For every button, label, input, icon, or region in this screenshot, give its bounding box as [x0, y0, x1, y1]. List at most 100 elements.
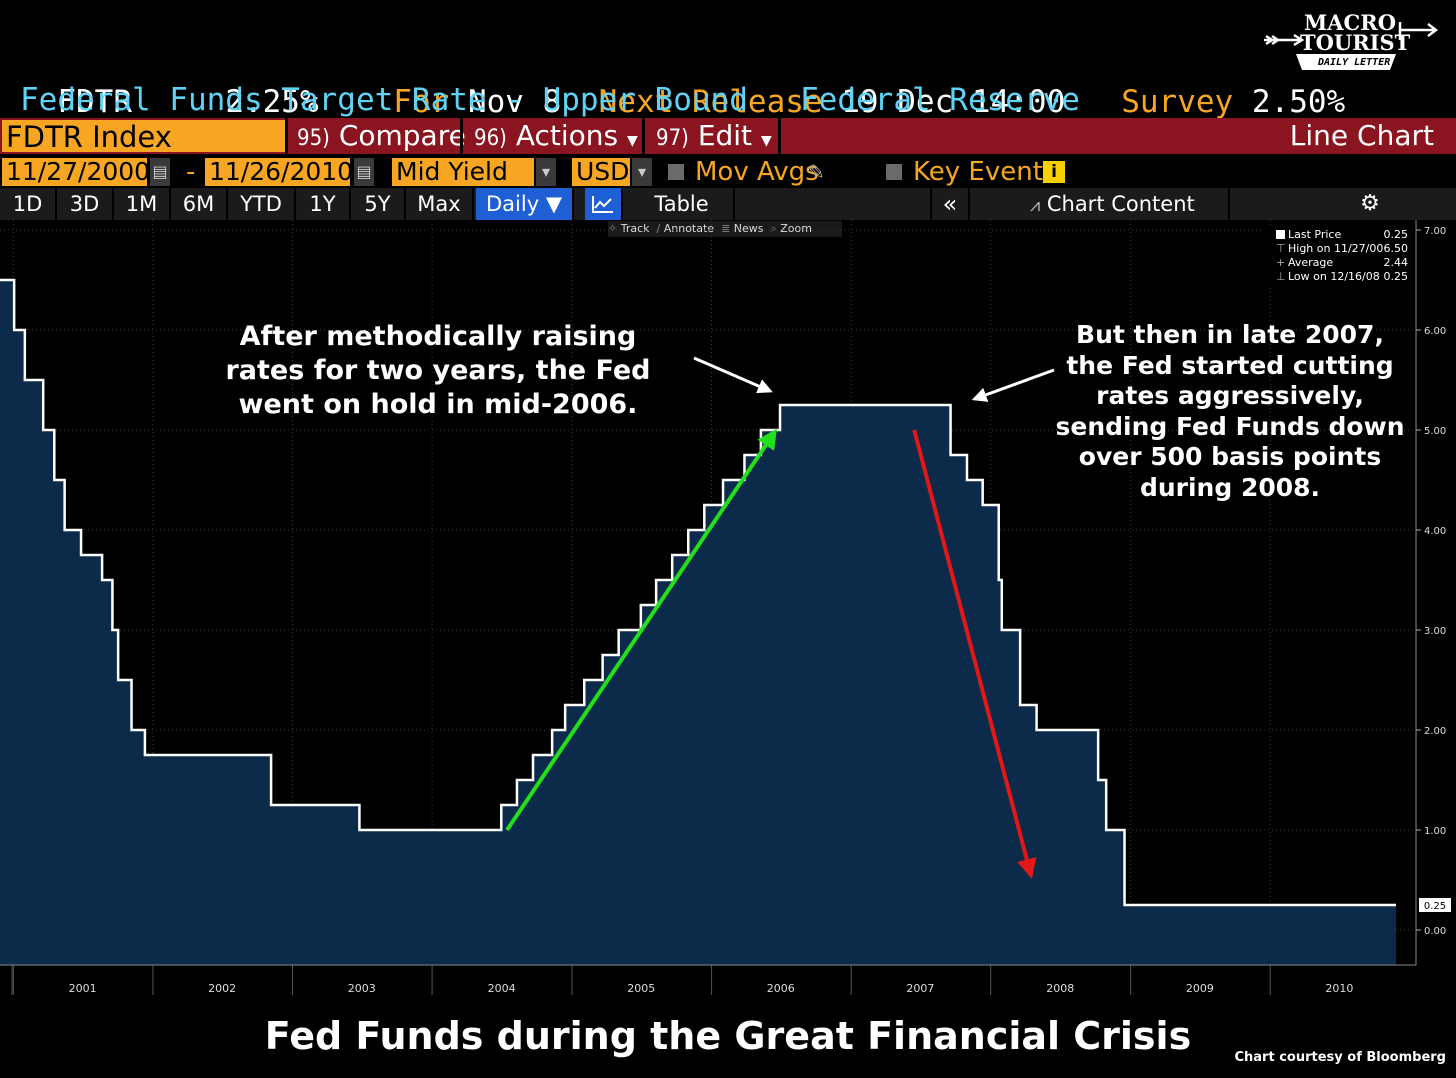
y-tick-label: 1.00: [1424, 826, 1446, 837]
description-line: Federal Funds Target Rate - Upper Bound …: [20, 82, 1080, 118]
annotation-line: rates aggressively,: [1096, 381, 1364, 410]
legend-row-average: + Average 2.44: [1264, 256, 1412, 270]
security-source: Federal Reserve: [800, 82, 1080, 118]
table-button[interactable]: Table: [630, 188, 735, 220]
y-tick-label: 2.00: [1424, 726, 1446, 737]
y-tick-label: 6.00: [1424, 326, 1446, 337]
edit-label: Edit: [697, 119, 753, 152]
x-tick-label: 2005: [627, 982, 655, 995]
controls-row: 11/27/2000 ▤ - 11/26/2010 ▤ Mid Yield ▾ …: [0, 156, 1456, 188]
x-tick-label: 2007: [906, 982, 934, 995]
y-tick-label: 4.00: [1424, 526, 1446, 537]
chart-legend: Last Price 0.25 ⊤ High on 11/27/00 6.50 + Av…: [1264, 228, 1412, 288]
period-1y[interactable]: 1Y: [296, 188, 351, 220]
period-max[interactable]: Max: [406, 188, 474, 220]
y-tick-label: 5.00: [1424, 426, 1446, 437]
period-5y[interactable]: 5Y: [351, 188, 406, 220]
start-date-input[interactable]: 11/27/2000: [2, 158, 150, 186]
legend-value: 2.44: [1383, 256, 1409, 269]
frequency-select[interactable]: Daily ▼: [476, 188, 574, 220]
period-ytd[interactable]: YTD: [228, 188, 296, 220]
last-value: 2.25%: [225, 84, 319, 120]
legend-row-last: Last Price 0.25: [1264, 228, 1412, 242]
compare-label: Compare: [338, 119, 466, 152]
legend-row-high: ⊤ High on 11/27/00 6.50: [1264, 242, 1412, 256]
logo-line2: TOURIST: [1300, 30, 1411, 55]
mov-avgs-checkbox[interactable]: [668, 164, 684, 180]
chart-content-label: Chart Content: [1046, 192, 1195, 216]
period-1m[interactable]: 1M: [114, 188, 171, 220]
edit-num: 97): [656, 126, 689, 151]
period-6m[interactable]: 6M: [171, 188, 228, 220]
annotate-icon: ∕: [656, 222, 661, 235]
end-calendar-icon[interactable]: ▤: [354, 158, 374, 186]
mov-avgs-label: Mov Avgs: [695, 157, 819, 187]
ticker: FDTR: [57, 84, 132, 120]
yield-dropdown-icon[interactable]: ▾: [536, 158, 556, 186]
annotation-line: rates for two years, the Fed: [225, 355, 651, 386]
hold-callout-arrow: [693, 356, 773, 394]
annotation-line: the Fed started cutting: [1066, 350, 1394, 380]
news-tool[interactable]: News: [733, 222, 764, 235]
cut-callout-arrow: [971, 368, 1055, 402]
frequency-caret-icon: ▼: [545, 192, 562, 216]
annotation-hold: After methodically raising rates for two…: [198, 320, 678, 422]
survey-value: 2.50%: [1251, 84, 1346, 120]
actions-caret-icon: ▼: [627, 133, 638, 149]
logo-line1: MACRO: [1304, 10, 1396, 35]
pencil-icon[interactable]: ✎: [808, 160, 825, 184]
line-chart-icon[interactable]: [585, 188, 623, 220]
edit-caret-icon: ▼: [760, 133, 772, 149]
low-marker-icon: ⊥: [1276, 270, 1286, 283]
high-marker-icon: ⊤: [1276, 242, 1286, 255]
x-tick-label: 2006: [767, 982, 795, 995]
period-3d[interactable]: 3D: [57, 188, 114, 220]
next-release-label: Next Release: [598, 84, 823, 120]
zoom-icon: ⌕: [770, 222, 777, 235]
compare-button[interactable]: 95) Compare: [297, 118, 466, 154]
next-release-value: 19 Dec 14:00: [841, 84, 1066, 120]
chart-tools-bar: ✧ Track ∕ Annotate ≣ News ⌕ Zoom: [608, 221, 842, 237]
quote-header: FDTR 2.25% For Nov 8 Next Release 19 Dec…: [20, 42, 1345, 120]
average-marker-icon: +: [1276, 256, 1286, 269]
settings-gear-icon[interactable]: ⚙: [1360, 191, 1380, 216]
last-value-marker: [1419, 898, 1451, 912]
yield-type-select[interactable]: Mid Yield: [392, 158, 534, 186]
annotation-cuts: But then in late 2007, the Fed started c…: [1040, 320, 1420, 503]
index-field[interactable]: FDTR Index: [2, 120, 285, 154]
y-tick-label: 7.00: [1424, 226, 1446, 237]
macro-tourist-logo: MACRO TOURIST DAILY LETTER: [1258, 8, 1439, 78]
currency-select[interactable]: USD: [572, 158, 630, 186]
chart-content-button[interactable]: ⩘ Chart Content: [1030, 188, 1230, 220]
y-tick-label: 3.00: [1424, 626, 1446, 637]
zoom-tool[interactable]: Zoom: [780, 222, 812, 235]
period-1d[interactable]: 1D: [0, 188, 57, 220]
start-calendar-icon[interactable]: ▤: [150, 158, 170, 186]
key-events-checkbox[interactable]: [886, 164, 902, 180]
track-icon: ✧: [608, 222, 618, 235]
chart-axes: 2001 2002 2003 2004 2005 2006 2007 2008 2009 2010…: [0, 220, 1451, 995]
annotate-tool[interactable]: Annotate: [663, 222, 715, 235]
currency-dropdown-icon[interactable]: ▾: [632, 158, 652, 186]
news-icon: ≣: [721, 222, 731, 235]
actions-button[interactable]: 96) Actions ▼: [474, 118, 638, 154]
edit-button[interactable]: 97) Edit ▼: [656, 118, 772, 154]
compare-num: 95): [297, 126, 330, 151]
function-toolbar: FDTR Index 95) Compare 96) Actions ▼ 97)…: [0, 118, 1456, 154]
chart-credit: Chart courtesy of Bloomberg: [1234, 1050, 1446, 1065]
security-description: Federal Funds Target Rate - Upper Bound: [20, 82, 748, 118]
end-date-input[interactable]: 11/26/2010: [205, 158, 353, 186]
frequency-label: Daily: [486, 192, 540, 216]
info-icon[interactable]: i: [1043, 161, 1065, 183]
annotation-line: But then in late 2007,: [1076, 320, 1384, 349]
survey-label: Survey: [1121, 84, 1234, 120]
collapse-icon[interactable]: «: [930, 188, 970, 220]
track-tool[interactable]: Track: [620, 222, 650, 235]
logo-line3: DAILY LETTER: [1318, 57, 1391, 68]
y-tick-label: 0.00: [1424, 926, 1446, 937]
x-tick-label: 2010: [1325, 982, 1353, 995]
actions-label: Actions: [515, 119, 619, 152]
period-tabs: 1D 3D 1M 6M YTD 1Y 5Y Max Daily ▼ Table …: [0, 188, 1456, 220]
fed-funds-area: [0, 280, 1396, 965]
legend-label: Low on 12/16/08: [1288, 270, 1380, 283]
